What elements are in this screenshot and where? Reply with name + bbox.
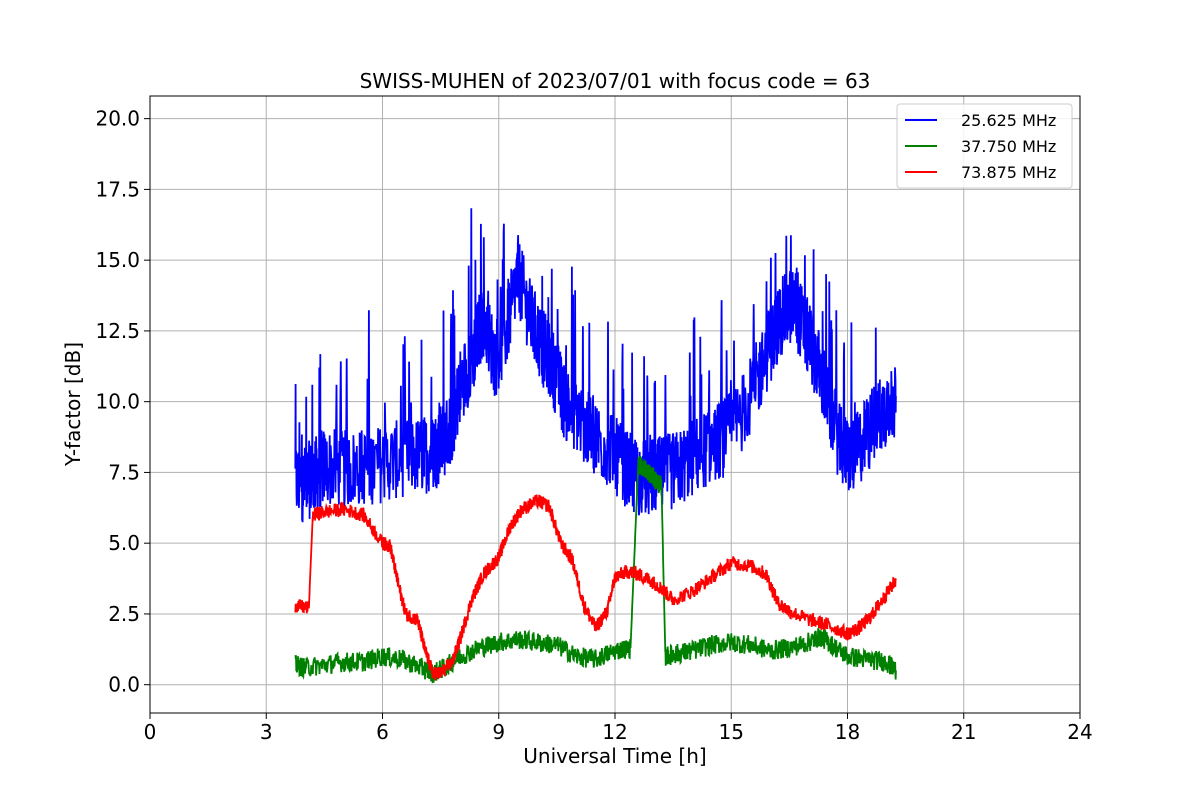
series-layer <box>294 208 897 684</box>
series-line-2 <box>294 455 897 684</box>
y-tick-label: 12.5 <box>95 319 140 343</box>
y-tick-label: 20.0 <box>95 107 140 131</box>
x-tick-label: 0 <box>144 720 157 744</box>
legend: 25.625 MHz 37.750 MHz 73.875 MHz <box>896 103 1073 189</box>
x-tick-label: 21 <box>951 720 976 744</box>
x-tick-label: 12 <box>602 720 627 744</box>
x-axis: 0 3 6 9 12 15 18 21 24 <box>144 713 1093 744</box>
y-axis: 0.0 2.5 5.0 7.5 10.0 12.5 15.0 17.5 20.0 <box>95 107 150 697</box>
x-tick-label: 3 <box>260 720 273 744</box>
y-tick-label: 0.0 <box>108 673 140 697</box>
x-tick-label: 9 <box>492 720 505 744</box>
legend-label: 37.750 MHz <box>961 137 1056 156</box>
x-tick-label: 24 <box>1067 720 1092 744</box>
chart-title: SWISS-MUHEN of 2023/07/01 with focus cod… <box>360 69 871 93</box>
y-tick-label: 5.0 <box>108 531 140 555</box>
x-tick-label: 18 <box>835 720 860 744</box>
y-axis-label: Y-factor [dB] <box>61 342 85 467</box>
series-line-3 <box>294 494 897 681</box>
x-axis-label: Universal Time [h] <box>523 744 706 768</box>
y-tick-label: 2.5 <box>108 602 140 626</box>
x-tick-label: 6 <box>376 720 389 744</box>
series-line-1 <box>294 208 897 523</box>
legend-label: 73.875 MHz <box>961 163 1056 182</box>
legend-box <box>896 103 1073 189</box>
legend-label: 25.625 MHz <box>961 111 1056 130</box>
y-tick-label: 15.0 <box>95 248 140 272</box>
y-tick-label: 10.0 <box>95 390 140 414</box>
y-tick-label: 17.5 <box>95 177 140 201</box>
x-tick-label: 15 <box>719 720 744 744</box>
y-tick-label: 7.5 <box>108 460 140 484</box>
